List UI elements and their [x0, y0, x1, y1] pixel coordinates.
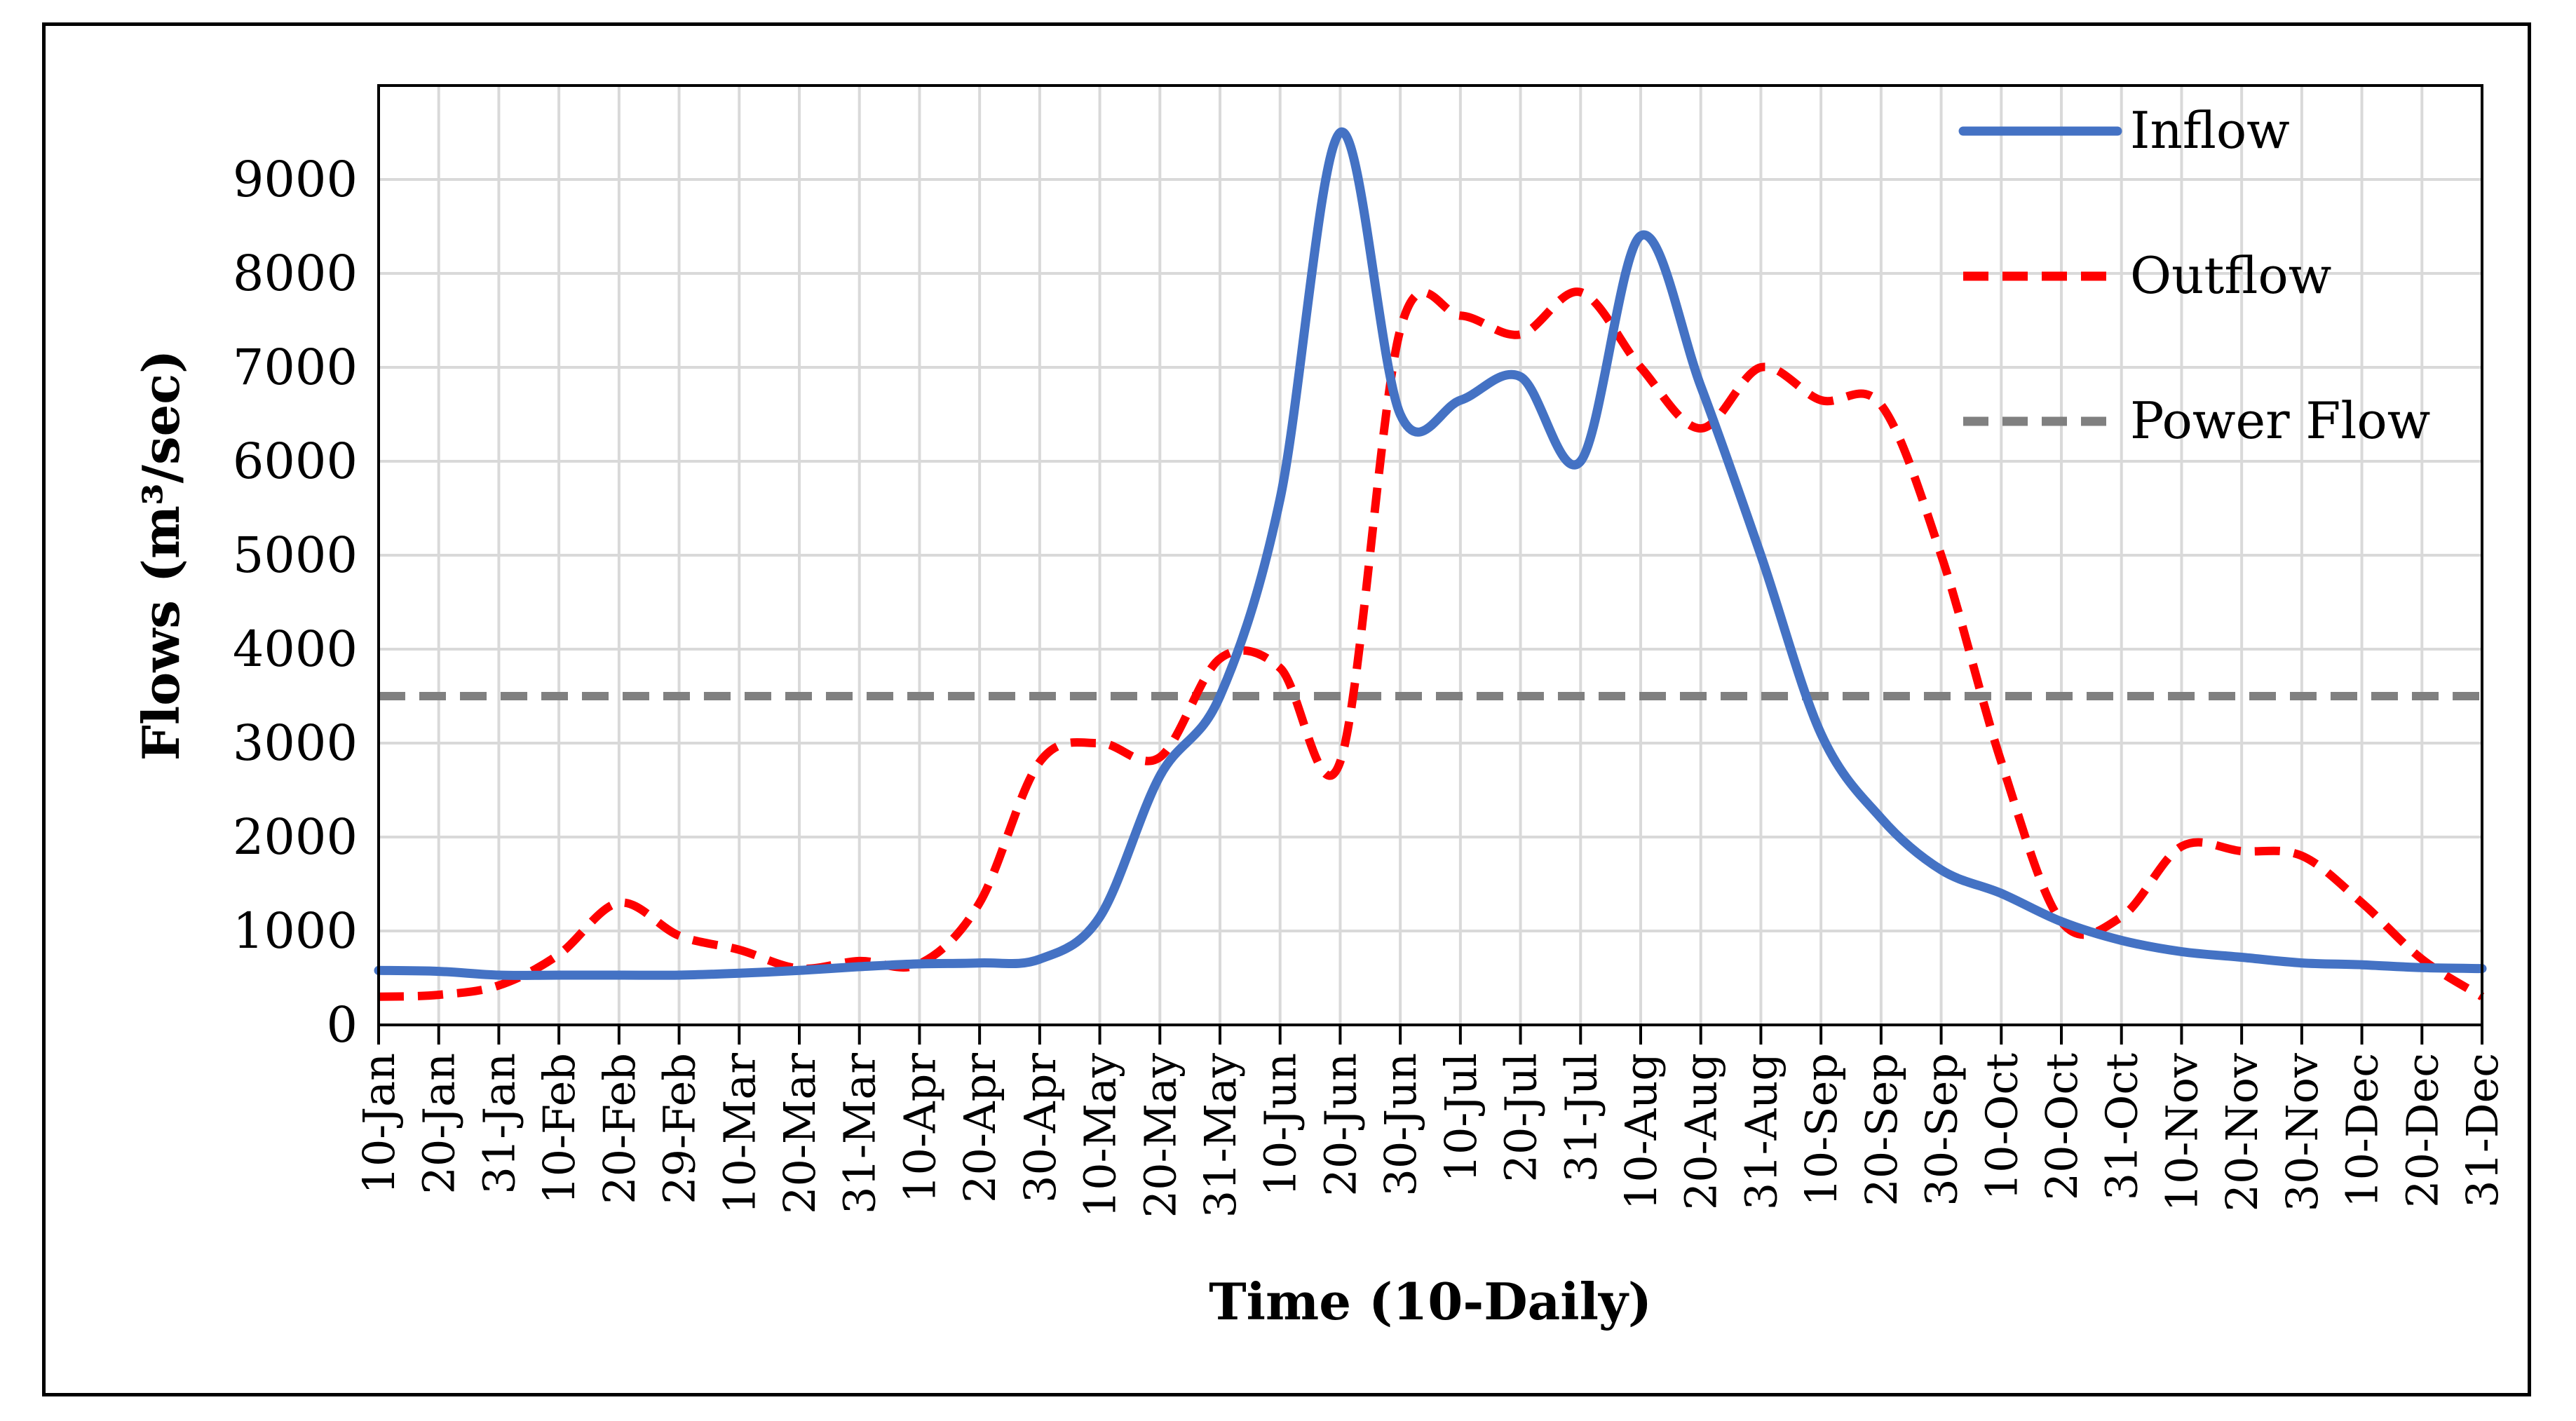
x-tick-label: 10-Oct	[1976, 1053, 2027, 1200]
x-tick-label: 20-Apr	[954, 1053, 1005, 1203]
x-tick-label: 20-May	[1134, 1053, 1186, 1218]
series-line-inflow	[374, 128, 2487, 980]
x-tick-label: 20-Jul	[1496, 1053, 1547, 1182]
x-tick-label: 20-Jun	[1315, 1053, 1366, 1197]
x-tick-label: 30-Sep	[1916, 1053, 1967, 1206]
x-tick-label: 30-Nov	[2277, 1053, 2328, 1211]
chart-frame: 0 1000 2000 3000 4000 5000 6000 7000 8000 9000 10…	[42, 22, 2531, 1396]
x-tick-label: 31-Oct	[2096, 1053, 2148, 1200]
y-tick-label: 5000	[233, 526, 358, 584]
y-axis-title: Flows (m³/sec)	[131, 350, 191, 761]
y-tick-label: 6000	[233, 433, 358, 490]
legend: Inflow Outflow Power Flow	[1958, 101, 2430, 450]
x-tick-label: 10-Jun	[1255, 1053, 1306, 1197]
x-tick-label: 20-Dec	[2397, 1053, 2448, 1208]
series-lines	[374, 128, 2487, 1001]
x-tick-label: 30-Apr	[1015, 1053, 1066, 1203]
grid-lines	[379, 84, 2482, 1025]
x-axis-ticks: 10-Jan 20-Jan 31-Jan 10-Feb 20-Feb 29-Feb 10-M…	[353, 1025, 2508, 1218]
series-line-outflow	[378, 287, 2485, 1001]
x-tick-label: 31-Aug	[1735, 1053, 1787, 1210]
y-tick-label: 0	[326, 996, 358, 1054]
y-tick-label: 9000	[233, 151, 358, 208]
x-tick-label: 10-Nov	[2156, 1053, 2207, 1211]
x-tick-label: 10-Mar	[714, 1053, 765, 1214]
legend-label: Outflow	[2130, 246, 2331, 305]
y-tick-label: 3000	[233, 714, 358, 772]
x-tick-label: 20-Mar	[774, 1053, 825, 1214]
y-tick-label: 7000	[233, 339, 358, 396]
x-tick-label: 10-Aug	[1615, 1053, 1667, 1210]
x-axis-title: Time (10-Daily)	[1209, 1272, 1652, 1331]
x-tick-label: 31-Jan	[473, 1053, 524, 1195]
x-tick-label: 20-Oct	[2036, 1053, 2087, 1200]
x-tick-label: 20-Sep	[1856, 1053, 1907, 1206]
x-tick-label: 10-May	[1075, 1053, 1126, 1218]
x-tick-label: 20-Nov	[2216, 1053, 2267, 1211]
x-tick-label: 29-Feb	[654, 1053, 705, 1204]
plot-area-border	[377, 84, 2483, 1026]
x-tick-label: 10-Apr	[894, 1053, 945, 1203]
y-tick-label: 4000	[233, 620, 358, 678]
x-tick-label: 20-Aug	[1676, 1053, 1727, 1210]
x-tick-label: 10-Dec	[2337, 1053, 2388, 1208]
x-tick-label: 10-Jul	[1435, 1053, 1486, 1182]
legend-label: Power Flow	[2130, 391, 2430, 450]
x-tick-label: 20-Jan	[414, 1053, 465, 1195]
flow-chart: 0 1000 2000 3000 4000 5000 6000 7000 8000 9000 10…	[131, 84, 2508, 1331]
x-tick-label: 31-May	[1195, 1053, 1246, 1218]
x-tick-label: 10-Sep	[1796, 1053, 1847, 1206]
x-tick-label: 31-Mar	[834, 1053, 886, 1214]
y-tick-label: 8000	[233, 245, 358, 302]
x-tick-label: 31-Dec	[2457, 1053, 2508, 1208]
y-axis-ticks: 0 1000 2000 3000 4000 5000 6000 7000 8000 9000	[233, 151, 358, 1054]
x-tick-label: 31-Jul	[1555, 1053, 1606, 1182]
x-tick-label: 10-Feb	[534, 1053, 585, 1204]
y-tick-label: 2000	[233, 808, 358, 866]
y-tick-label: 1000	[233, 902, 358, 960]
legend-label: Inflow	[2130, 101, 2290, 160]
x-tick-label: 10-Jan	[353, 1053, 405, 1195]
x-tick-label: 30-Jun	[1375, 1053, 1426, 1197]
x-tick-label: 20-Feb	[594, 1053, 645, 1204]
